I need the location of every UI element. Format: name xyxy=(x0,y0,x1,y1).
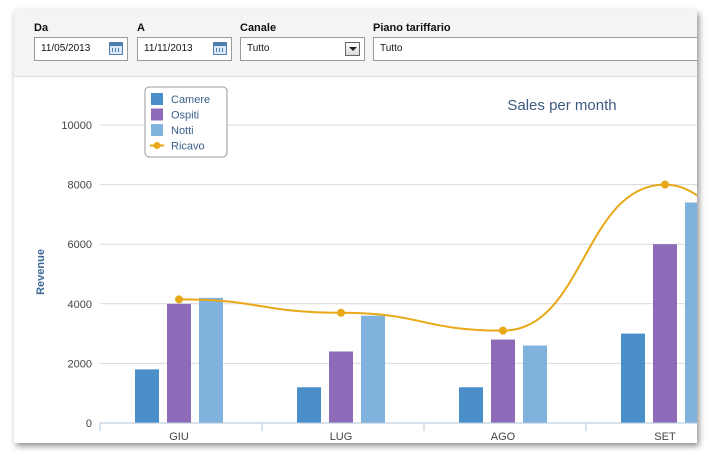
bar-camere[interactable] xyxy=(621,333,645,423)
y-axis-label: Revenue xyxy=(35,249,47,295)
filter-piano-label: Piano tariffario xyxy=(373,22,451,34)
legend-swatch-notti xyxy=(151,124,163,136)
ricavo-point[interactable] xyxy=(661,180,669,189)
calendar-icon[interactable] xyxy=(109,42,123,55)
legend-swatch-camere xyxy=(151,93,163,105)
ricavo-point[interactable] xyxy=(175,295,183,304)
legend-box xyxy=(144,86,228,158)
bar-ospiti[interactable] xyxy=(653,244,677,423)
y-tick-label: 10000 xyxy=(61,120,92,132)
filter-bar: Da 11/05/2013 A 11/11/2013 Canale Tutto … xyxy=(14,10,697,77)
bar-ospiti[interactable] xyxy=(491,339,515,423)
filter-canale: Canale Tutto xyxy=(240,22,365,61)
x-tick-label: SET xyxy=(654,431,676,443)
bar-ospiti[interactable] xyxy=(329,351,353,423)
y-tick-label: 6000 xyxy=(68,239,92,251)
legend-label-ricavo[interactable]: Ricavo xyxy=(171,141,205,153)
legend-marker xyxy=(153,142,161,149)
date-to-value: 11/11/2013 xyxy=(144,43,193,54)
filter-da-label: Da xyxy=(34,22,49,34)
bar-camere[interactable] xyxy=(297,387,321,423)
chart-title: Sales per month xyxy=(507,97,616,114)
bar-notti[interactable] xyxy=(361,315,385,423)
canale-value: Tutto xyxy=(247,43,270,54)
bar-camere[interactable] xyxy=(459,387,483,423)
bar-notti[interactable] xyxy=(685,202,697,423)
legend-label-camere[interactable]: Camere xyxy=(171,94,210,106)
legend-label-notti[interactable]: Notti xyxy=(171,125,194,137)
y-tick-label: 8000 xyxy=(68,180,92,192)
x-tick-label: GIU xyxy=(169,431,189,443)
y-tick-label: 0 xyxy=(86,418,92,430)
x-tick-label: LUG xyxy=(330,431,353,443)
bar-camere[interactable] xyxy=(135,369,159,423)
date-from-value: 11/05/2013 xyxy=(41,43,91,54)
piano-tariffario-select[interactable]: Tutto xyxy=(373,37,697,61)
chart-area: 0 2000 4000 6000 8000 10000 GIU LUG AGO SET Sales… xyxy=(14,77,697,443)
filter-da: Da 11/05/2013 xyxy=(34,22,128,61)
ricavo-point[interactable] xyxy=(499,326,507,335)
piano-value: Tutto xyxy=(380,43,403,54)
filter-a-label: A xyxy=(137,22,145,34)
app-window: Da 11/05/2013 A 11/11/2013 Canale Tutto … xyxy=(14,10,697,443)
calendar-icon[interactable] xyxy=(213,42,227,55)
date-to-input[interactable]: 11/11/2013 xyxy=(137,37,232,61)
chart-legend: Camere Ospiti Notti Ricavo xyxy=(144,86,228,158)
bar-notti[interactable] xyxy=(199,297,223,423)
canale-select[interactable]: Tutto xyxy=(240,37,365,61)
legend-label-ospiti[interactable]: Ospiti xyxy=(171,110,199,122)
filter-canale-label: Canale xyxy=(240,22,277,34)
sales-chart: 0 2000 4000 6000 8000 10000 GIU LUG AGO SET Sales… xyxy=(35,86,697,443)
y-tick-label: 2000 xyxy=(68,358,92,370)
ricavo-point[interactable] xyxy=(337,308,345,317)
bar-notti[interactable] xyxy=(523,345,547,423)
ricavo-line xyxy=(178,183,697,332)
y-tick-label: 4000 xyxy=(68,299,92,311)
x-tick-label: AGO xyxy=(491,431,516,443)
filter-a: A 11/11/2013 xyxy=(137,22,232,61)
dropdown-arrow-icon[interactable] xyxy=(345,42,360,56)
filter-piano: Piano tariffario Tutto xyxy=(373,22,697,61)
date-from-input[interactable]: 11/05/2013 xyxy=(34,37,128,61)
legend-swatch-ospiti xyxy=(151,108,163,121)
bar-ospiti[interactable] xyxy=(167,303,191,423)
